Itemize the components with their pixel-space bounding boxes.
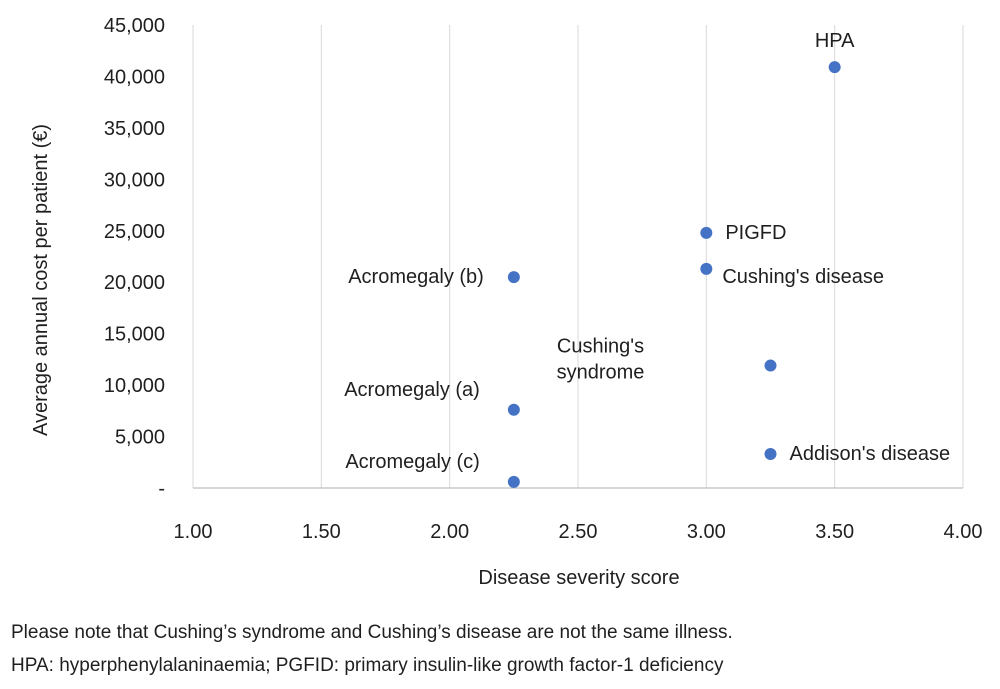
point-label: Acromegaly (b) (348, 266, 484, 288)
data-points (507, 61, 841, 488)
y-tick-label: 10,000 (104, 375, 165, 397)
point-label: Cushing's syndrome (557, 336, 645, 384)
y-tick-label: 30,000 (104, 169, 165, 191)
x-tick-label: 3.00 (687, 521, 726, 543)
x-tick-label: 4.00 (944, 521, 983, 543)
y-tick-label: 40,000 (104, 66, 165, 88)
data-point (700, 226, 713, 239)
x-tick-labels: 1.00 1.50 2.00 2.50 3.00 3.50 4.00 (174, 521, 983, 543)
x-axis-label: Disease severity score (478, 567, 679, 589)
point-label: Addison's disease (790, 443, 951, 465)
x-tick-label: 2.00 (430, 521, 469, 543)
data-point (764, 359, 777, 372)
y-axis-label: Average annual cost per patient (€) (30, 124, 52, 436)
data-point (828, 61, 841, 74)
data-point (700, 262, 713, 275)
grid-lines (192, 25, 964, 488)
y-tick-label: 20,000 (104, 272, 165, 294)
data-point (507, 403, 520, 416)
data-point (764, 448, 777, 461)
y-tick-label: 5,000 (115, 427, 165, 449)
footnote-cushing-note: Please note that Cushing’s syndrome and … (11, 622, 733, 643)
y-tick-label: 45,000 (104, 15, 165, 37)
point-label: PIGFD (725, 222, 786, 244)
y-tick-labels: - 5,000 10,000 15,000 20,000 25,000 30,000 35,0… (104, 15, 165, 500)
x-tick-label: 3.50 (815, 521, 854, 543)
point-label: Acromegaly (a) (344, 379, 480, 401)
x-tick-label: 1.50 (302, 521, 341, 543)
point-label: Acromegaly (c) (345, 451, 479, 473)
point-label: Cushing's disease (722, 266, 884, 288)
scatter-chart: - 5,000 10,000 15,000 20,000 25,000 30,000 35,0… (30, 15, 983, 589)
y-tick-label: - (158, 478, 165, 500)
point-labels: HPA PIGFD Cushing's disease Acromegaly (b) C… (344, 30, 950, 473)
x-tick-label: 1.00 (174, 521, 213, 543)
x-tick-label: 2.50 (559, 521, 598, 543)
footnote-abbreviations: HPA: hyperphenylalaninaemia; PGFID: prim… (11, 655, 724, 676)
y-tick-label: 15,000 (104, 324, 165, 346)
data-point (507, 475, 520, 488)
point-label: HPA (815, 30, 855, 52)
data-point (507, 271, 520, 284)
y-tick-label: 25,000 (104, 221, 165, 243)
y-tick-label: 35,000 (104, 118, 165, 140)
